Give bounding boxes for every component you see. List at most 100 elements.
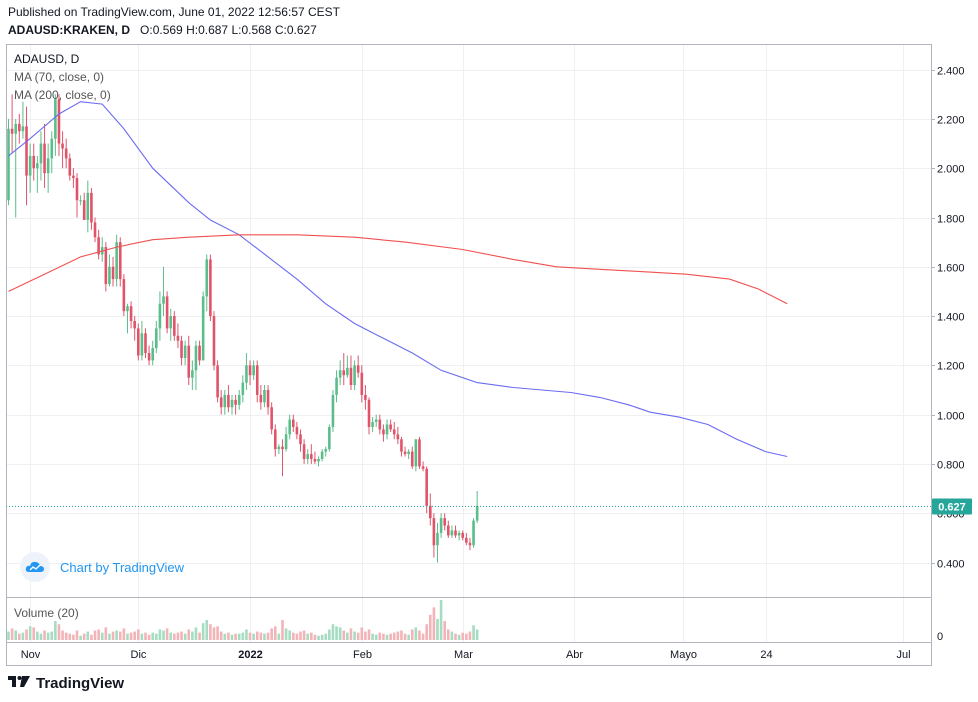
volume-bar [450, 631, 454, 640]
candle-body [465, 537, 468, 543]
candle-body [317, 459, 320, 462]
candle-body [270, 407, 273, 430]
candle-body [241, 382, 245, 395]
candle-body [371, 422, 374, 427]
candle-body [447, 525, 450, 536]
volume-bar [302, 630, 306, 640]
candle-body [255, 365, 259, 395]
tradingview-cloud-icon [20, 552, 50, 582]
volume-bar [425, 624, 428, 640]
candle-body [126, 306, 129, 312]
volume-bar [356, 632, 360, 640]
candle-body [61, 143, 64, 149]
candle-body [472, 520, 475, 546]
volume-bar [86, 631, 90, 640]
volume-bar [313, 634, 317, 640]
volume-bar [410, 629, 414, 640]
symbol-name: ADAUSD:KRAKEN, D [8, 23, 130, 37]
y-tick-label: 1.000 [937, 411, 965, 423]
volume-bar [162, 630, 165, 640]
candle-body [367, 399, 371, 427]
candle-body [162, 296, 165, 304]
volume-bar [28, 626, 32, 640]
volume-bar [227, 632, 230, 640]
volume-bar [421, 633, 425, 640]
candle-body [219, 397, 223, 408]
candle-body [43, 143, 46, 174]
volume-bar [389, 633, 392, 640]
candle-body [324, 449, 328, 452]
candle-body [205, 259, 209, 297]
candle-body [432, 518, 436, 546]
candle-body [263, 390, 266, 403]
candle-body [443, 518, 447, 526]
open-label: O: [140, 23, 153, 37]
volume-bar [216, 626, 219, 640]
volume-bar [443, 621, 447, 640]
legend-ma200: MA (200, close, 0) [14, 88, 111, 102]
volume-bar [346, 632, 349, 640]
volume-bar [418, 630, 421, 640]
volume-bar [158, 629, 162, 640]
y-tick-label: 2.000 [937, 164, 965, 176]
last-price-tag-bg [932, 498, 972, 515]
candle-body [36, 163, 39, 169]
volume-bar [72, 634, 75, 640]
time-axis: Nov Dic 2022 Feb Mar Abr Mayo 24 Jul [21, 649, 911, 661]
candle-body [151, 348, 154, 361]
candle-body [382, 429, 385, 435]
volume-bar [320, 634, 324, 640]
candle-body [183, 345, 187, 358]
volume-bar [385, 634, 389, 640]
candle-body [425, 468, 428, 506]
candle-body [234, 399, 237, 405]
volume-bars [7, 600, 479, 640]
y-tick-label: 0.400 [937, 559, 965, 571]
candle-body [90, 192, 93, 223]
volume-bar [378, 632, 382, 640]
tradingview-watermark[interactable]: Chart by TradingView [20, 552, 184, 582]
high-value: 0.687 [198, 23, 229, 37]
volume-bar [266, 632, 270, 640]
candle-body [212, 316, 216, 366]
published-text: Published on TradingView.com, June 01, 2… [8, 5, 340, 19]
volume-bar [248, 632, 252, 640]
candle-body [248, 365, 252, 376]
candle-body [191, 370, 194, 378]
volume-bar [241, 632, 245, 640]
candle-body [450, 530, 454, 536]
volume-bar [428, 614, 432, 640]
volume-bar [237, 633, 241, 640]
volume-bar [194, 627, 198, 640]
volume-bar [324, 633, 328, 640]
footer-logo[interactable]: TradingView [8, 674, 124, 692]
volume-bar [284, 628, 288, 640]
volume-bar [90, 634, 93, 640]
candle-body [7, 128, 10, 201]
candle-body [118, 242, 122, 280]
volume-bar [439, 600, 443, 640]
candle-body [320, 451, 324, 459]
candle-body [475, 505, 479, 521]
volume-bar [82, 633, 86, 640]
volume-bar [382, 633, 385, 640]
candle-body [331, 394, 335, 427]
volume-bar [93, 630, 97, 640]
volume-bar [310, 632, 313, 640]
candle-body [421, 466, 425, 469]
candle-body [313, 459, 317, 462]
candle-body [281, 446, 284, 450]
chart-frame [6, 44, 932, 666]
y-tick-label: 2.400 [937, 66, 965, 78]
volume-bar [75, 630, 79, 640]
candle-body [378, 419, 382, 430]
candle-body [356, 365, 360, 373]
candle-body [403, 451, 407, 455]
volume-bar [54, 621, 57, 640]
candles [7, 94, 479, 563]
candle-body [72, 175, 75, 179]
candle-body [328, 426, 331, 450]
volume-bar [147, 634, 151, 640]
candle-body [237, 394, 241, 405]
